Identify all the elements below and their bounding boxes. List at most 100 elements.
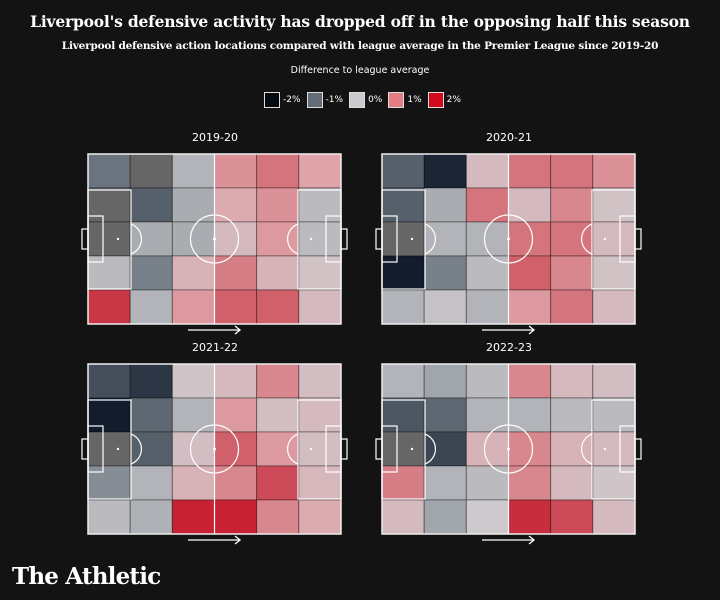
penalty-spot-left xyxy=(410,237,414,241)
heatmap-cell xyxy=(550,153,594,189)
heatmap-cell xyxy=(381,221,425,257)
heatmap-cell xyxy=(592,465,636,501)
legend-title: Difference to league average xyxy=(290,65,430,76)
heatmap-cell xyxy=(423,153,467,189)
heatmap-cell xyxy=(171,397,216,433)
heatmap-cell xyxy=(298,221,342,257)
heatmap-cell xyxy=(381,153,425,189)
heatmap-cell xyxy=(256,187,300,223)
heatmap-cell xyxy=(508,499,552,535)
pitch-heatmap xyxy=(81,363,348,545)
legend-swatch xyxy=(264,92,280,108)
heatmap-cell xyxy=(171,363,216,399)
heatmap-cell xyxy=(423,187,467,223)
centre-circle xyxy=(483,424,534,474)
heatmap-cell xyxy=(214,363,258,399)
legend-swatch xyxy=(349,92,366,108)
heatmap-cell xyxy=(298,431,342,467)
heatmap-cell xyxy=(592,289,636,325)
heatmap-cell xyxy=(465,289,510,325)
pitch-heatmap xyxy=(375,363,642,545)
heatmap-cell xyxy=(381,289,425,325)
heatmap-cell xyxy=(214,153,258,189)
arrow-head-icon xyxy=(234,535,242,545)
heatmap-cell xyxy=(381,397,425,433)
heatmap-cell xyxy=(87,187,131,223)
heatmap-cell xyxy=(171,255,216,291)
heatmap-cell xyxy=(129,465,173,501)
heatmap-cell xyxy=(87,363,131,399)
heatmap-cell xyxy=(298,255,342,291)
legend-swatch xyxy=(427,92,444,108)
heatmap-cell xyxy=(465,255,510,291)
legend-item: -2% xyxy=(264,92,303,108)
legend-label: 0% xyxy=(368,95,383,105)
heatmap-cell xyxy=(298,187,342,223)
penalty-arc-left xyxy=(424,433,437,465)
centre-spot xyxy=(213,237,216,241)
heatmap-cell xyxy=(214,499,258,535)
heatmap-cell xyxy=(592,221,636,257)
legend-label: -1% xyxy=(325,95,344,105)
heatmap-cell xyxy=(508,397,552,433)
pitch-heatmap xyxy=(375,153,642,335)
heatmap-cell xyxy=(214,397,258,433)
heatmap-cell xyxy=(87,465,131,501)
legend: -2% -1% 0% 1% 2% xyxy=(264,92,467,108)
heatmap-cell xyxy=(256,363,300,399)
goal-right xyxy=(634,228,642,250)
legend-swatch xyxy=(388,92,405,108)
heatmap-cell xyxy=(171,153,216,189)
goal-right xyxy=(340,228,348,250)
heatmap-cell xyxy=(423,363,467,399)
heatmap-cell xyxy=(298,289,342,325)
heatmap-cell xyxy=(465,397,510,433)
penalty-arc-right xyxy=(286,433,299,465)
panel-title: 2021-22 xyxy=(192,341,238,354)
goal-left xyxy=(375,438,383,460)
legend-item: -1% xyxy=(306,92,346,108)
chart-subtitle: Liverpool defensive action locations com… xyxy=(61,40,659,52)
heatmap-cell xyxy=(87,499,131,535)
heatmap-cell xyxy=(214,289,258,325)
heatmap-cell xyxy=(256,153,300,189)
heatmap-cell xyxy=(550,499,594,535)
arrow-head-icon xyxy=(528,325,536,335)
centre-spot xyxy=(213,447,216,451)
goal-left xyxy=(81,438,89,460)
penalty-spot-left xyxy=(116,447,120,451)
centre-circle xyxy=(483,214,534,264)
penalty-arc-right xyxy=(286,223,299,255)
heatmap-cell xyxy=(592,499,636,535)
heatmap-cell xyxy=(256,499,300,535)
heatmap-cell xyxy=(465,363,510,399)
heatmap-cell xyxy=(129,363,173,399)
heatmap-cell xyxy=(550,363,594,399)
heatmap-cell xyxy=(298,465,342,501)
legend-item: 1% xyxy=(388,92,423,108)
heatmap-cell xyxy=(298,363,342,399)
legend-swatch xyxy=(306,92,323,108)
centre-spot xyxy=(507,447,510,451)
penalty-arc-left xyxy=(130,433,143,465)
goal-right xyxy=(634,438,642,460)
goal-left xyxy=(375,228,383,250)
heatmap-cell xyxy=(508,187,552,223)
heatmap-cell xyxy=(592,431,636,467)
heatmap-cell xyxy=(423,465,467,501)
arrow-head-icon xyxy=(234,325,242,335)
heatmap-cell xyxy=(256,255,300,291)
heatmap-cell xyxy=(465,187,510,223)
heatmap-cell xyxy=(381,431,425,467)
heatmap-cell xyxy=(423,499,467,535)
panel-title: 2022-23 xyxy=(486,341,532,354)
heatmap-cell xyxy=(129,499,173,535)
penalty-arc-left xyxy=(424,223,437,255)
heatmap-cell xyxy=(550,397,594,433)
arrow-head-icon xyxy=(528,535,536,545)
heatmap-cell xyxy=(129,153,173,189)
centre-spot xyxy=(507,237,510,241)
heatmap-cell xyxy=(508,153,552,189)
heatmap-cell xyxy=(423,255,467,291)
heatmap-cell xyxy=(465,465,510,501)
